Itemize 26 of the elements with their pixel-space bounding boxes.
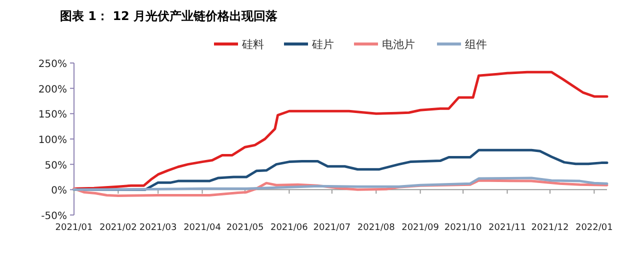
x-tick-label: 2021/07 [313, 223, 351, 233]
legend-label: 硅料 [241, 38, 264, 51]
y-tick-label: -50% [41, 211, 67, 222]
x-tick-label: 2021/04 [184, 223, 222, 233]
legend-label: 组件 [465, 38, 487, 51]
legend-label: 电池片 [382, 38, 415, 51]
line-series [72, 176, 608, 191]
x-tick-label: 2021/01 [55, 223, 93, 233]
x-tick-label: 2021/03 [139, 223, 177, 233]
x-tick-label: 2021/08 [357, 223, 396, 233]
y-tick-label: 250% [38, 59, 67, 70]
x-tick-label: 2021/02 [99, 223, 137, 233]
y-tick-label: 200% [38, 84, 67, 96]
legend-label: 硅片 [311, 38, 334, 51]
y-tick-label: 50% [44, 160, 67, 172]
x-tick-label: 2021/11 [488, 223, 526, 233]
x-tick-label: 2021/10 [444, 223, 482, 233]
x-tick-label: 2021/12 [531, 223, 569, 233]
chart-title: 图表 1： 12 月光伏产业链价格出现回落 [60, 9, 279, 23]
y-tick-label: 100% [38, 135, 67, 146]
x-tick-label: 2021/05 [226, 223, 264, 233]
x-tick-label: 2021/06 [270, 223, 308, 233]
x-tick-label: 2021/09 [402, 223, 440, 233]
y-tick-label: 0% [51, 186, 67, 197]
x-tick-label: 2022/01 [575, 223, 613, 233]
y-tick-label: 150% [38, 110, 67, 121]
